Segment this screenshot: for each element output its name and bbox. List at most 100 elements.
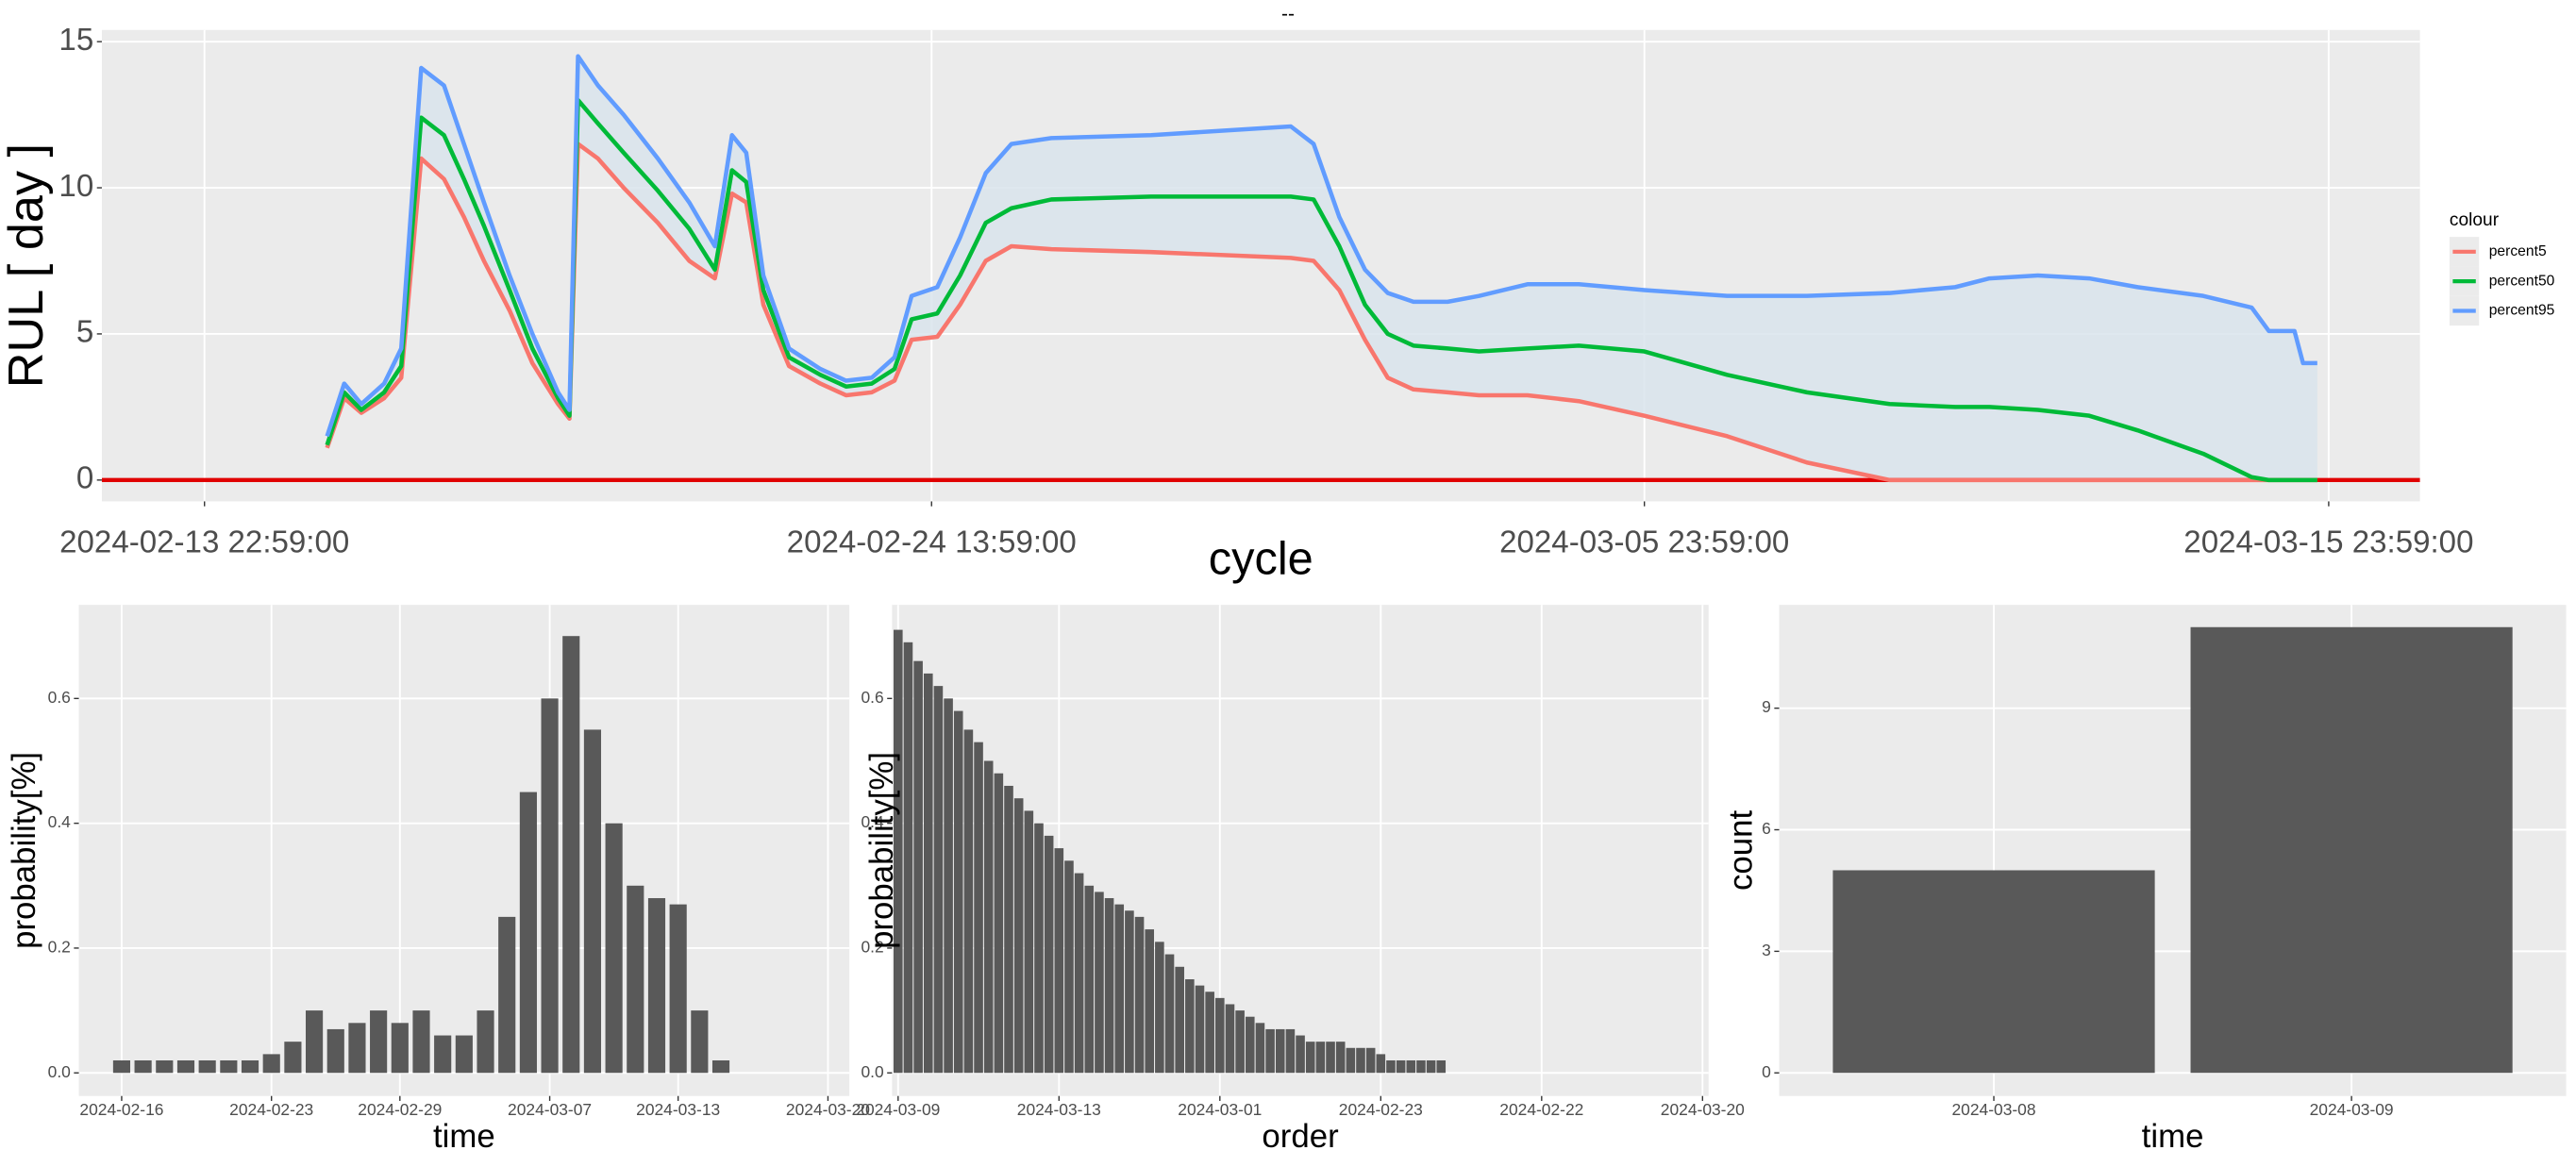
bar <box>1326 1042 1335 1074</box>
plot-panel <box>78 605 850 1096</box>
legend-label: percent50 <box>2489 273 2555 289</box>
bar <box>994 773 1004 1074</box>
bar <box>1832 870 2155 1074</box>
bar <box>933 686 944 1074</box>
bar <box>348 1023 366 1074</box>
y-tick-label: 0.2 <box>48 938 71 957</box>
bar <box>1004 785 1013 1074</box>
bar <box>284 1042 302 1074</box>
series-line <box>325 97 2317 483</box>
x-tick-label: 2024-02-22 <box>1499 1100 1583 1119</box>
x-tick-label: 2024-03-07 <box>508 1100 592 1119</box>
y-tick-label: 0.0 <box>861 1062 883 1081</box>
bar <box>1064 860 1074 1074</box>
x-tick-label: 2024-02-24 13:59:00 <box>787 525 1077 559</box>
y-axis-title: probability[%] <box>6 752 42 949</box>
bar <box>412 1010 430 1074</box>
y-axis-title: probability[%] <box>863 752 900 949</box>
bar <box>198 1060 216 1074</box>
bar <box>1356 1047 1365 1074</box>
bar <box>903 642 913 1074</box>
bar <box>156 1060 174 1074</box>
bar <box>1335 1042 1346 1074</box>
bar <box>1195 985 1205 1074</box>
bar <box>306 1010 324 1074</box>
x-tick-label: 2024-02-23 <box>1339 1100 1423 1119</box>
bar <box>1175 966 1184 1074</box>
bar <box>1346 1047 1356 1074</box>
bar <box>913 660 923 1074</box>
y-tick-label: 0.6 <box>48 688 71 707</box>
x-axis-title: time <box>2142 1118 2204 1155</box>
bar <box>1034 823 1044 1074</box>
y-tick-label: 5 <box>76 315 93 350</box>
y-tick-label: 6 <box>1762 819 1771 838</box>
bar <box>944 698 953 1074</box>
y-tick-label: 0.4 <box>861 812 884 831</box>
bar <box>1084 885 1095 1074</box>
y-tick-label: 0 <box>76 461 93 496</box>
bar <box>1426 1060 1436 1074</box>
y-tick-label: 0 <box>1762 1062 1771 1081</box>
bar <box>2190 626 2513 1074</box>
bar <box>1024 810 1034 1074</box>
bar <box>262 1054 280 1074</box>
bar <box>1074 873 1084 1074</box>
x-tick-label: 2024-03-20 <box>786 1100 870 1119</box>
bar <box>1095 892 1104 1074</box>
x-tick-label: 2024-03-05 23:59:00 <box>1499 525 1789 559</box>
bar <box>1013 798 1024 1074</box>
bar <box>477 1010 494 1074</box>
bar <box>1134 916 1145 1074</box>
bar <box>953 710 963 1074</box>
bar <box>1436 1060 1447 1074</box>
bar <box>923 673 933 1074</box>
bar <box>1235 1010 1245 1074</box>
bar <box>326 1028 344 1074</box>
x-axis-title: cycle <box>1209 534 1313 585</box>
bar <box>370 1010 388 1074</box>
bar <box>1245 1016 1255 1074</box>
bar <box>669 904 687 1074</box>
bar <box>1145 929 1155 1074</box>
bar <box>583 729 602 1074</box>
x-tick-label: 2024-02-23 <box>229 1100 313 1119</box>
bar <box>1215 997 1225 1074</box>
legend-label: percent95 <box>2489 303 2555 319</box>
bar <box>1365 1047 1376 1074</box>
series-line <box>325 142 2317 483</box>
bar <box>647 898 666 1074</box>
legend-label: percent5 <box>2489 243 2547 259</box>
bar <box>1265 1028 1275 1074</box>
bar <box>1296 1035 1305 1074</box>
x-tick-label: 2024-03-08 <box>1952 1100 2036 1119</box>
y-tick-label: 0.6 <box>861 688 883 707</box>
y-tick-label: 0.2 <box>861 938 883 957</box>
x-tick-label: 2024-03-09 <box>2310 1100 2394 1119</box>
x-tick-label: 2024-02-29 <box>358 1100 442 1119</box>
bar <box>1114 904 1125 1074</box>
bar <box>1376 1054 1386 1074</box>
y-tick-label: 0.4 <box>48 812 72 831</box>
x-tick-label: 2024-03-13 <box>1017 1100 1101 1119</box>
bar <box>1205 992 1214 1074</box>
bar <box>983 760 994 1074</box>
y-tick-label: 0.0 <box>48 1062 71 1081</box>
bar <box>1406 1060 1416 1074</box>
y-tick-label: 15 <box>59 23 93 58</box>
bar <box>1305 1042 1315 1074</box>
bar <box>1164 954 1175 1074</box>
bar <box>1285 1028 1296 1074</box>
bar <box>241 1060 259 1074</box>
bar <box>1275 1028 1285 1074</box>
bar <box>1054 848 1064 1074</box>
x-tick-label: 2024-03-01 <box>1178 1100 1262 1119</box>
bar <box>455 1035 473 1074</box>
bar <box>1125 910 1134 1074</box>
bar <box>220 1060 238 1074</box>
bar <box>894 629 903 1074</box>
y-axis-title: RUL [ day ] <box>0 143 54 388</box>
bar <box>1225 1004 1235 1074</box>
